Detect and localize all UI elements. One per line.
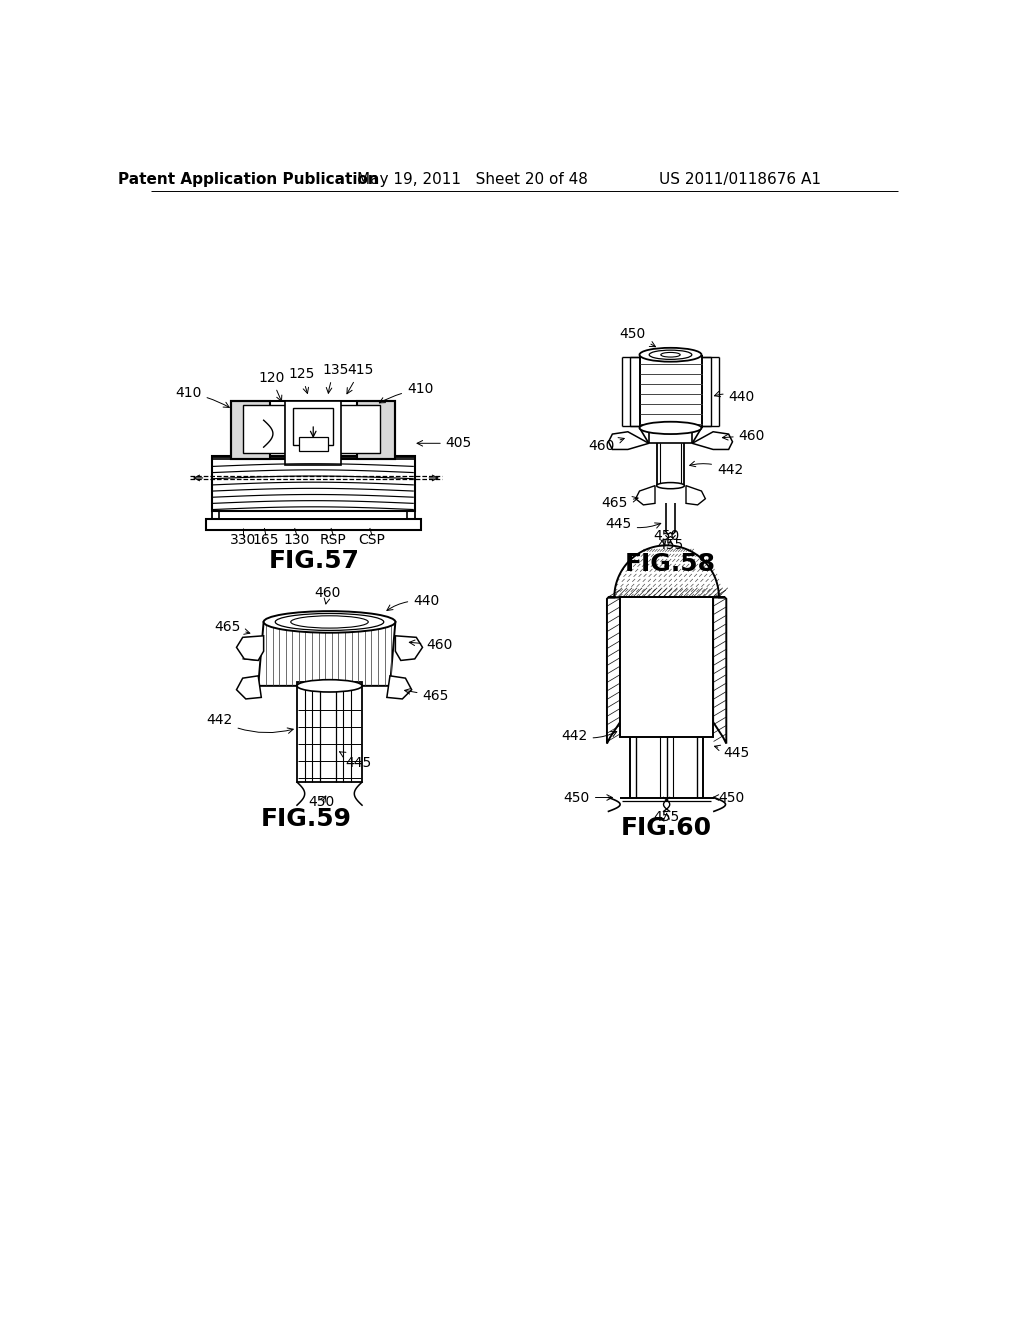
Bar xyxy=(297,682,362,781)
Ellipse shape xyxy=(263,611,395,632)
Bar xyxy=(337,405,380,453)
Text: 415: 415 xyxy=(347,363,374,393)
Bar xyxy=(299,437,328,451)
Text: 410: 410 xyxy=(175,387,229,408)
Text: 120: 120 xyxy=(258,371,285,401)
Bar xyxy=(621,597,713,738)
Ellipse shape xyxy=(291,615,369,628)
Polygon shape xyxy=(387,676,412,700)
Text: 445: 445 xyxy=(605,517,660,531)
Text: 455: 455 xyxy=(657,539,684,552)
Text: Patent Application Publication: Patent Application Publication xyxy=(118,172,379,186)
Text: US 2011/0118676 A1: US 2011/0118676 A1 xyxy=(659,172,821,186)
Text: RSP: RSP xyxy=(319,533,347,548)
Ellipse shape xyxy=(297,680,362,692)
Polygon shape xyxy=(713,598,726,743)
Text: 450: 450 xyxy=(713,791,744,804)
Polygon shape xyxy=(692,432,732,449)
Text: 440: 440 xyxy=(387,594,439,610)
Bar xyxy=(243,405,286,453)
Bar xyxy=(219,511,407,519)
Bar xyxy=(649,426,692,444)
Text: CSP: CSP xyxy=(358,533,386,548)
Bar xyxy=(286,401,341,465)
Text: 135: 135 xyxy=(323,363,349,393)
Text: 465: 465 xyxy=(404,689,449,702)
Polygon shape xyxy=(237,676,261,700)
Text: FIG.57: FIG.57 xyxy=(268,549,359,573)
Bar xyxy=(212,455,415,511)
Bar xyxy=(356,401,395,459)
Text: FIG.60: FIG.60 xyxy=(622,816,712,841)
Text: 442: 442 xyxy=(207,714,293,734)
Text: 445: 445 xyxy=(340,752,372,770)
Polygon shape xyxy=(608,545,725,598)
Text: 460: 460 xyxy=(314,586,341,605)
Bar xyxy=(231,401,395,459)
Polygon shape xyxy=(608,432,649,449)
Text: 465: 465 xyxy=(601,496,638,511)
Ellipse shape xyxy=(649,350,692,359)
Polygon shape xyxy=(237,636,263,660)
Bar xyxy=(212,457,415,519)
Text: 442: 442 xyxy=(690,461,743,478)
Text: 330: 330 xyxy=(229,533,256,548)
Ellipse shape xyxy=(275,614,384,631)
Text: 405: 405 xyxy=(417,437,472,450)
Bar xyxy=(293,408,334,445)
Text: 450: 450 xyxy=(620,327,655,347)
Text: 165: 165 xyxy=(253,533,280,548)
Ellipse shape xyxy=(660,352,680,356)
Text: 442: 442 xyxy=(561,729,616,743)
Ellipse shape xyxy=(640,348,701,362)
Text: 450: 450 xyxy=(563,791,612,804)
Text: May 19, 2011   Sheet 20 of 48: May 19, 2011 Sheet 20 of 48 xyxy=(357,172,589,186)
Text: 410: 410 xyxy=(379,383,433,403)
Polygon shape xyxy=(636,486,655,506)
Text: 440: 440 xyxy=(715,391,755,404)
Polygon shape xyxy=(395,636,423,660)
Text: 460: 460 xyxy=(410,638,453,652)
Text: 455: 455 xyxy=(653,809,680,824)
Bar xyxy=(206,519,421,529)
Polygon shape xyxy=(258,622,395,686)
Text: 465: 465 xyxy=(214,619,250,635)
Text: 460: 460 xyxy=(722,429,765,442)
Bar xyxy=(231,401,270,459)
Polygon shape xyxy=(607,598,621,743)
Text: 460: 460 xyxy=(589,438,625,453)
Text: 445: 445 xyxy=(715,746,750,760)
Ellipse shape xyxy=(640,422,701,434)
Ellipse shape xyxy=(656,483,684,488)
Polygon shape xyxy=(686,486,706,506)
Text: 125: 125 xyxy=(289,367,314,393)
Text: FIG.59: FIG.59 xyxy=(261,807,352,832)
Text: 450: 450 xyxy=(653,529,680,545)
Text: FIG.58: FIG.58 xyxy=(625,552,716,577)
Text: 130: 130 xyxy=(284,533,310,548)
Text: 450: 450 xyxy=(308,795,335,809)
